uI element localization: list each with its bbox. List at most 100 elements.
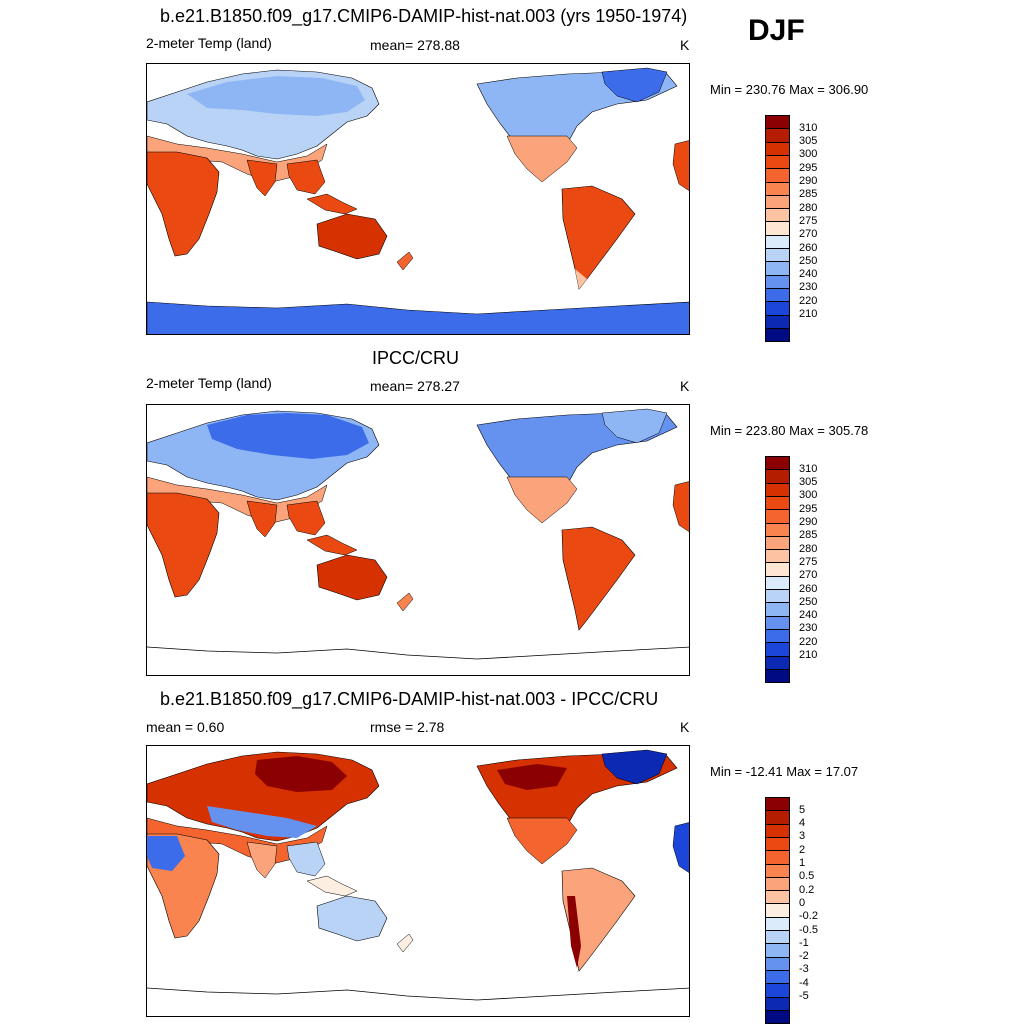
colorbar-box: [765, 996, 790, 1011]
colorbar-box: [765, 274, 790, 289]
panel1-title: b.e21.B1850.f09_g17.CMIP6-DAMIP-hist-nat…: [160, 6, 688, 26]
africa-cold-west: [147, 836, 185, 871]
colorbar-label: 285: [799, 529, 818, 542]
colorbar-box: [765, 1009, 790, 1024]
colorbar-label: 0: [799, 896, 806, 909]
colorbar-label: 250: [799, 595, 818, 608]
colorbar-label: 305: [799, 135, 818, 148]
colorbar-label: 300: [799, 148, 818, 161]
colorbar-label: 3: [799, 830, 806, 843]
panel3-title: b.e21.B1850.f09_g17.CMIP6-DAMIP-hist-nat…: [160, 689, 659, 709]
india-land: [246, 841, 278, 879]
colorbar-box: [765, 208, 790, 223]
australia-land: [316, 895, 388, 942]
colorbar-label: -0.2: [799, 910, 818, 923]
colorbar-box: [765, 495, 790, 510]
colorbar-box: [765, 890, 790, 905]
colorbar-label: 1: [799, 857, 806, 869]
colorbar-label: 275: [799, 214, 818, 227]
colorbar-label: -3: [799, 963, 809, 976]
colorbar-label: 280: [799, 201, 818, 214]
colorbar-label: 240: [799, 268, 818, 281]
australia-land: [316, 554, 388, 601]
colorbar-label: 2: [799, 843, 806, 856]
colorbar-box: [765, 509, 790, 524]
colorbar-box: [765, 327, 790, 342]
colorbar-box: [765, 549, 790, 564]
colorbar-box: [765, 456, 790, 470]
colorbar-box: [765, 115, 790, 129]
antarctica-outline: [147, 646, 689, 660]
colorbar-label: -5: [799, 990, 809, 1002]
se-asia-land: [286, 159, 326, 195]
panel1-mean: mean= 278.88: [370, 37, 460, 53]
africa-wrap-right: [672, 481, 689, 532]
panel1-left-label: 2-meter Temp (land): [146, 35, 272, 51]
colorbar-label: 285: [799, 188, 818, 201]
colorbar-box: [765, 301, 790, 316]
panel1-map-svg: [147, 67, 689, 334]
colorbar-box: [765, 221, 790, 236]
colorbar-label: 210: [799, 308, 818, 320]
colorbar-box: [765, 797, 790, 811]
antarctica-outline: [147, 987, 689, 1001]
panel2-left-label: 2-meter Temp (land): [146, 375, 272, 391]
colorbar-box: [765, 602, 790, 617]
colorbar-box: [765, 141, 790, 156]
colorbar-box: [765, 168, 790, 183]
panel2-map: [146, 404, 690, 676]
panel2-units: K: [680, 378, 690, 394]
colorbar-label: 250: [799, 254, 818, 267]
colorbar-label: 220: [799, 294, 818, 307]
colorbar-label: 270: [799, 569, 818, 582]
colorbar-box: [765, 562, 790, 577]
panel2-map-svg: [147, 408, 689, 660]
greenland: [601, 408, 668, 444]
indonesia-islands: [306, 875, 358, 897]
panel3-minmax: Min = -12.41 Max = 17.07: [710, 764, 859, 779]
colorbar-label: -1: [799, 936, 809, 949]
india-land: [246, 159, 278, 197]
colorbar-label: 0.2: [799, 883, 815, 896]
africa-land: [147, 151, 220, 257]
colorbar-box: [765, 469, 790, 484]
colorbar-label: -4: [799, 976, 809, 989]
colorbar-label: -0.5: [799, 923, 818, 936]
panel1-units: K: [680, 37, 690, 53]
south-america-land: [561, 185, 636, 290]
colorbar-box: [765, 194, 790, 209]
colorbar-box: [765, 154, 790, 169]
colorbar-label: 275: [799, 555, 818, 568]
colorbar-label: 4: [799, 817, 806, 830]
colorbar-box: [765, 943, 790, 958]
eurasia-cold-band: [207, 413, 369, 459]
colorbar-label: 5: [799, 803, 806, 816]
colorbar-box: [765, 628, 790, 643]
colorbar-label: 295: [799, 502, 818, 515]
colorbar-box: [765, 615, 790, 630]
andes-warm-strip: [567, 896, 581, 968]
colorbar-label: 305: [799, 476, 818, 489]
colorbar-box: [765, 969, 790, 984]
colorbar-label: 210: [799, 649, 818, 661]
colorbar-box: [765, 956, 790, 971]
panel1-map: [146, 63, 690, 335]
colorbar-label: 230: [799, 281, 818, 294]
africa-wrap-right: [672, 140, 689, 191]
colorbar-box: [765, 181, 790, 196]
colorbar-box: [765, 983, 790, 998]
north-america-south: [506, 476, 578, 524]
colorbar-label: 290: [799, 516, 818, 528]
colorbar-box: [765, 823, 790, 838]
colorbar-box: [765, 836, 790, 851]
africa-land: [147, 492, 220, 598]
colorbar-label: -2: [799, 950, 809, 963]
colorbar-box: [765, 234, 790, 249]
australia-land: [316, 213, 388, 260]
panel3-rmse: rmse = 2.78: [370, 719, 445, 735]
colorbar-box: [765, 903, 790, 918]
south-america-land: [561, 526, 636, 631]
colorbar-label: 240: [799, 609, 818, 622]
panel2-title: IPCC/CRU: [372, 348, 460, 368]
colorbar-label: 270: [799, 228, 818, 241]
